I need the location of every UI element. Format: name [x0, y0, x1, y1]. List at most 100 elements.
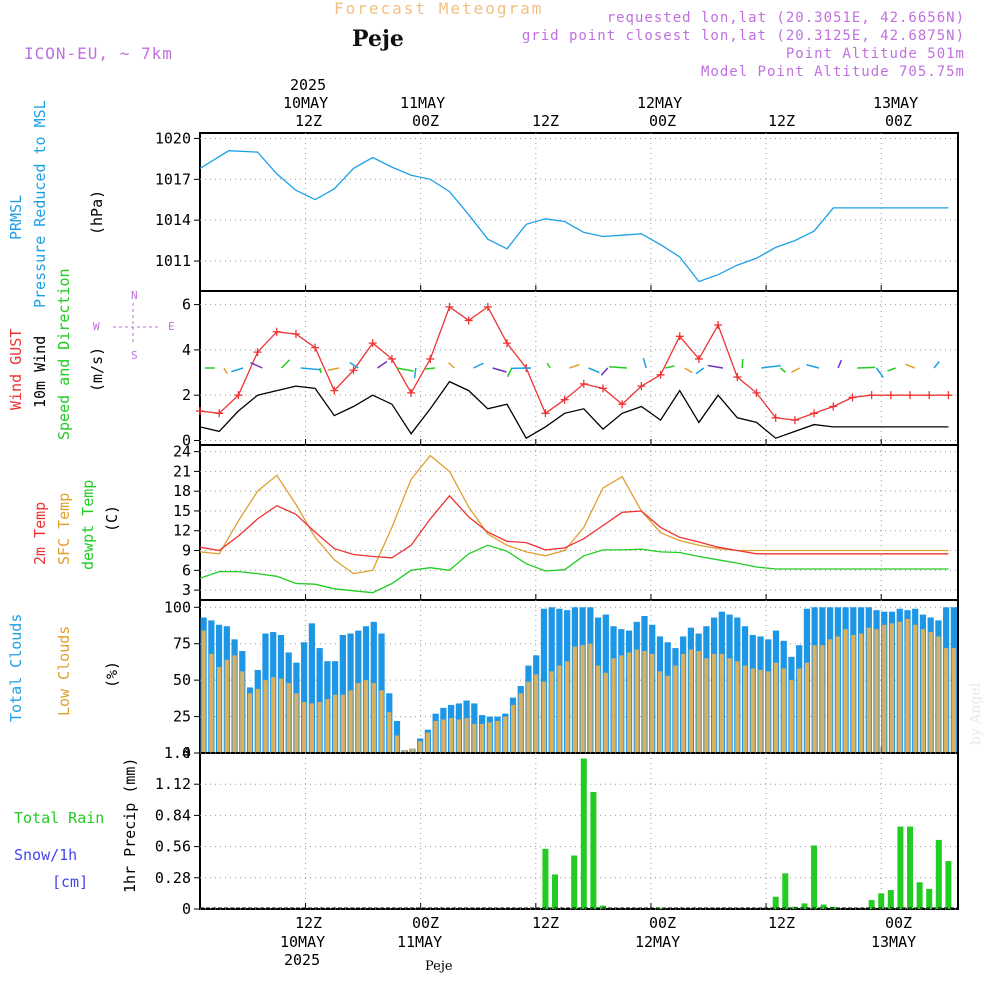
wind-direction-arrow [695, 367, 705, 375]
bottom-hour-1: 12Z [295, 914, 323, 932]
low-cloud-bar [565, 661, 570, 753]
gust-marker [829, 402, 838, 411]
low-cloud-bar [255, 688, 260, 753]
gust-marker [579, 379, 588, 388]
low-cloud-bar [766, 671, 771, 753]
wind-direction-arrow [506, 367, 513, 378]
wind-direction-arrow [665, 365, 675, 369]
low-cloud-bar [472, 723, 477, 753]
pressure-ytick-label: 1020 [155, 129, 191, 147]
top-hour-6: 00Z [885, 112, 913, 130]
grid-point-coords: grid point closest lon,lat (20.3125E, 42… [521, 28, 965, 44]
low-cloud-bar [719, 653, 724, 753]
total-cloud-bar [540, 608, 548, 753]
wind-direction-arrow [887, 367, 896, 372]
rain-bar [772, 896, 779, 909]
wind-direction-arrow [707, 364, 724, 369]
clouds-unit: (%) [103, 660, 121, 688]
requested-coords: requested lon,lat (20.3051E, 42.6656N) [606, 10, 965, 26]
low-cloud-bar [503, 716, 508, 753]
low-cloud-bar [727, 658, 732, 753]
gust-marker [906, 391, 915, 400]
snow-unit-label: [cm] [52, 873, 89, 891]
low-cloud-bar [866, 627, 871, 753]
low-cloud-bar [835, 636, 840, 753]
total-cloud-bar [316, 648, 323, 753]
temp-ytick-label: 24 [173, 443, 191, 461]
temp-ytick-label: 3 [182, 581, 191, 599]
wind-ytick-label: 6 [182, 296, 191, 314]
footer-location: Peje [425, 959, 453, 974]
low-cloud-bar [363, 680, 369, 753]
wind-direction-arrow [492, 367, 507, 373]
low-cloud-bar [557, 665, 562, 753]
wind-10m-line [199, 380, 949, 440]
gust-marker [387, 354, 396, 363]
gust-marker [196, 407, 204, 416]
gust-marker [656, 370, 665, 379]
wind-gust-line [199, 305, 949, 421]
wind-direction-arrow [642, 357, 647, 369]
gust-marker [944, 391, 953, 400]
low-cloud-bar [611, 658, 616, 753]
low-cloud-bar [464, 718, 469, 753]
low-cloud-bar [781, 668, 786, 753]
low-cloud-bar [348, 690, 353, 753]
precip-ytick-label: 0.28 [155, 869, 191, 887]
gust-marker [234, 391, 243, 400]
low-cloud-bar [479, 723, 485, 753]
low-cloud-bar [580, 645, 585, 753]
low-cloud-bar [673, 665, 678, 753]
wind-direction-arrow [600, 367, 609, 376]
low-cloud-bar [634, 649, 639, 753]
low-cloud-bar [626, 652, 632, 753]
wind-direction-arrow [780, 367, 786, 373]
low-cloud-bar [449, 718, 454, 753]
low-cloud-bar [263, 680, 268, 753]
gust-marker [771, 413, 780, 422]
sfc-temp-line [199, 454, 949, 575]
wind-gust-label: Wind GUST [7, 328, 25, 410]
low-cloud-bar [789, 680, 794, 753]
top-year: 2025 [290, 76, 327, 94]
wind-10m-label: 10m Wind [31, 335, 49, 408]
low-cloud-bar [650, 653, 655, 753]
low-cloud-bar [619, 655, 624, 753]
low-cloud-bar [510, 704, 516, 753]
low-cloud-bar [812, 645, 817, 753]
low-cloud-bar [688, 649, 694, 753]
precip-ytick-label: 1.4 [164, 744, 191, 762]
gust-marker [407, 388, 416, 397]
pressure-ytick-label: 1014 [155, 211, 191, 229]
super-title: Forecast Meteogram [334, 0, 544, 18]
temp-2m-label: 2m Temp [31, 501, 49, 565]
low-cloud-bar [317, 702, 322, 753]
low-cloud-bar [858, 633, 864, 753]
temp-sfc-label: SFC Temp [55, 492, 73, 565]
temp-ytick-label: 6 [182, 561, 191, 579]
gust-marker [714, 320, 723, 329]
low-cloud-bar [828, 639, 833, 753]
clouds-ytick-label: 25 [173, 708, 191, 726]
low-cloud-bar [209, 653, 214, 753]
total-rain-label: Total Rain [14, 809, 105, 827]
low-cloud-bar [704, 658, 709, 753]
low-cloud-bar [642, 651, 647, 753]
low-cloud-bar [487, 722, 492, 753]
rain-bar [811, 845, 818, 909]
model-name: ICON-EU, ~ 7km [24, 44, 173, 63]
dewpt-line [199, 544, 949, 594]
low-cloud-bar [913, 624, 918, 753]
gust-marker [445, 302, 454, 311]
low-cloud-bar [240, 671, 245, 753]
gust-marker [253, 348, 262, 357]
bottom-date-6: 13MAY [871, 933, 917, 951]
gust-marker [311, 343, 320, 352]
temp-ytick-label: 18 [173, 482, 191, 500]
wind-direction-arrow [349, 361, 359, 369]
low-cloud-bar [356, 683, 361, 753]
wind-direction-arrow [588, 367, 600, 374]
precip-ytick-label: 1.12 [155, 775, 191, 793]
low-cloud-bar [750, 668, 755, 753]
low-cloud-bar [394, 735, 400, 753]
